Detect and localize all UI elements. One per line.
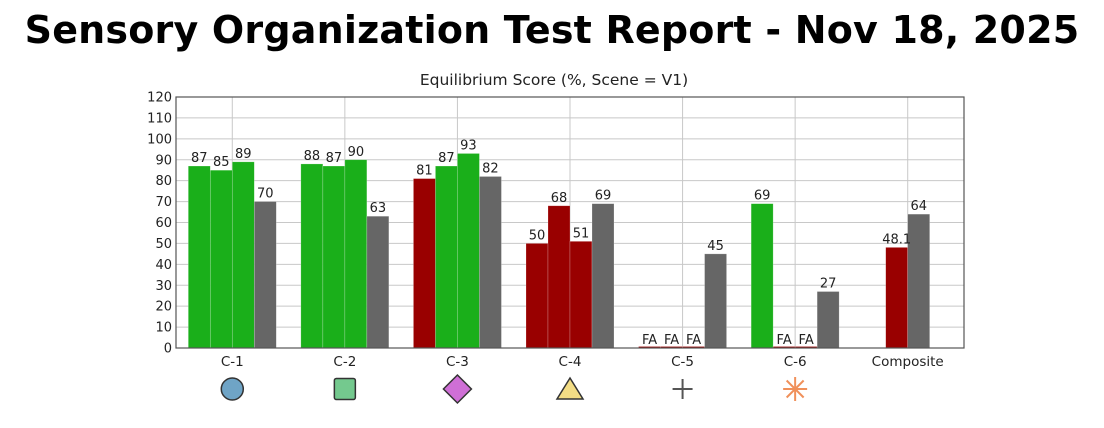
y-tick-label: 120 [147, 91, 172, 106]
y-tick-label: 80 [155, 174, 172, 189]
category-label-c-4: C-4 [559, 354, 582, 370]
data-labels: 87 85 89 70 88 87 90 63 81 87 93 82 50 68 51 69 FA FA FA 45… [191, 138, 927, 348]
triangle-icon [555, 376, 585, 400]
data-label: 51 [573, 226, 590, 241]
report-title: Sensory Organization Test Report - Nov 1… [24, 8, 1080, 52]
y-tick-label: 100 [147, 132, 172, 147]
y-axis-ticks: 0 10 20 30 40 50 60 70 80 90 100 110 120 [147, 91, 172, 357]
data-label: 89 [235, 147, 252, 162]
data-label: 87 [191, 151, 208, 166]
bar-c-1-2 [209, 169, 233, 349]
category-label-c-5: C-5 [671, 354, 694, 370]
plot-frame [175, 96, 965, 349]
y-tick-label: 30 [155, 279, 172, 294]
y-tick-label: 60 [155, 216, 172, 231]
data-label: 87 [438, 151, 455, 166]
data-label: 70 [257, 187, 274, 202]
data-label: 87 [326, 151, 343, 166]
data-label: FA [777, 333, 792, 348]
category-label-composite: Composite [872, 354, 944, 370]
y-tick-label: 10 [155, 321, 172, 336]
square-icon [333, 377, 357, 401]
category-label-c-1: C-1 [221, 354, 244, 370]
data-label: 63 [370, 201, 387, 216]
bars [187, 153, 931, 349]
bar-composite-1 [885, 247, 909, 349]
y-tick-label: 0 [164, 342, 172, 357]
bar-c-3-1 [413, 178, 436, 349]
bar-c-4-2 [547, 205, 571, 349]
data-label: FA [642, 333, 657, 348]
y-tick-label: 70 [155, 195, 172, 210]
bar-c-3-4 [479, 176, 502, 349]
data-label: FA [664, 333, 679, 348]
data-label: 69 [754, 189, 771, 204]
asterisk-icon [783, 377, 808, 401]
bar-c-1-3 [231, 161, 255, 349]
bar-c-2-2 [322, 165, 346, 349]
bar-c-4-1 [525, 243, 549, 349]
diamond-icon [442, 373, 473, 405]
bar-c-4-4 [591, 203, 615, 349]
circle-icon [220, 377, 245, 401]
y-tick-label: 40 [155, 258, 172, 273]
bar-c-2-1 [300, 163, 324, 349]
bar-c-3-2 [435, 165, 458, 349]
category-label-c-3: C-3 [446, 354, 469, 370]
data-label: FA [686, 333, 701, 348]
bar-c-6-1 [750, 203, 774, 349]
y-tick-label: 110 [147, 111, 172, 126]
bar-c-1-4 [253, 201, 277, 349]
data-label: FA [799, 333, 814, 348]
category-labels: C-1 C-2 C-3 C-4 C-5 C-6 Composite [221, 354, 944, 370]
bar-c-2-4 [366, 215, 390, 349]
bar-c-2-3 [344, 159, 368, 349]
data-label: 50 [529, 228, 546, 243]
data-label: 81 [416, 164, 433, 179]
y-tick-label: 20 [155, 300, 172, 315]
data-label: 64 [910, 199, 927, 214]
data-label: 88 [304, 149, 321, 164]
data-label: 69 [595, 189, 612, 204]
chart-title: Equilibrium Score (%, Scene = V1) [420, 71, 688, 89]
data-label: 85 [213, 155, 230, 170]
data-label: 68 [551, 191, 568, 206]
bar-c-4-3 [569, 241, 593, 349]
data-label: 27 [820, 277, 837, 292]
bar-c-5-4 [704, 253, 727, 349]
category-label-c-6: C-6 [784, 354, 807, 370]
plus-icon [672, 379, 693, 399]
data-label: 82 [482, 161, 499, 176]
bar-c-6-4 [816, 291, 840, 349]
data-label: 48.1 [882, 232, 911, 247]
bar-c-3-3 [457, 153, 480, 349]
data-label: 93 [460, 138, 477, 153]
y-tick-label: 90 [155, 153, 172, 168]
data-label: 45 [707, 239, 724, 254]
category-label-c-2: C-2 [333, 354, 356, 370]
condition-icons [220, 373, 808, 405]
y-tick-label: 50 [155, 237, 172, 252]
data-label: 90 [348, 145, 365, 160]
bar-c-1-1 [187, 165, 211, 349]
